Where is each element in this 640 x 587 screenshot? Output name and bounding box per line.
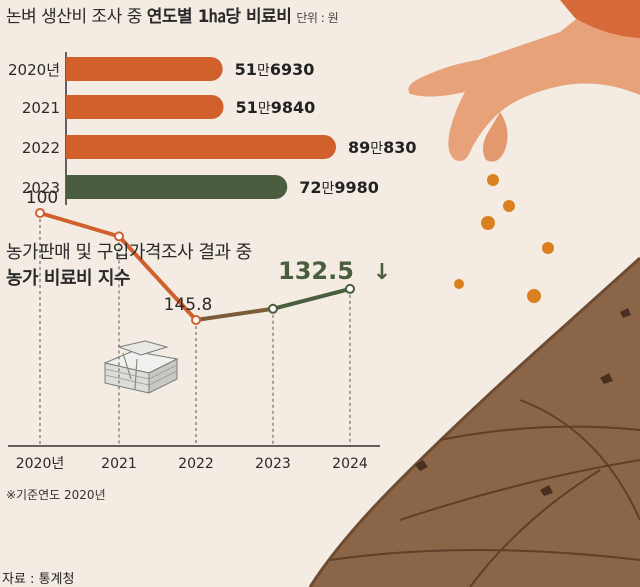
bar-value-part: 9980 bbox=[334, 178, 379, 197]
bar-value-label: 51만6930 bbox=[235, 60, 315, 79]
bar-value-part: 9840 bbox=[271, 98, 316, 117]
point-value-label: 100 bbox=[26, 188, 58, 208]
bar-value-label: 51만9840 bbox=[236, 98, 316, 117]
line-segment bbox=[271, 286, 352, 311]
line-segment bbox=[194, 306, 275, 322]
point-value-label: 145.8 bbox=[164, 295, 213, 315]
footnote: ※기준연도 2020년 bbox=[6, 488, 106, 502]
bar-value-part: 만 bbox=[322, 181, 335, 197]
title-bold: 연도별 1㏊당 비료비 bbox=[146, 7, 292, 27]
line-segment bbox=[117, 234, 198, 322]
bar-value-label: 89만830 bbox=[348, 138, 417, 157]
data-point bbox=[345, 283, 355, 294]
bar-value-part: 51 bbox=[236, 98, 258, 117]
bar-value-part: 만 bbox=[257, 63, 270, 79]
data-point bbox=[114, 231, 124, 242]
data-point bbox=[268, 303, 278, 314]
source-note: 자료 : 통계청 bbox=[2, 572, 75, 587]
fertilizer-granules bbox=[454, 174, 554, 303]
x-tick-label: 2020년 bbox=[16, 456, 65, 472]
bar-category-label: 2020년 bbox=[8, 61, 60, 79]
soil-illustration bbox=[308, 256, 640, 587]
data-point bbox=[191, 315, 201, 325]
bar-value-part: 만 bbox=[258, 101, 271, 117]
hand-illustration bbox=[408, 0, 640, 162]
bar-value-label: 72만9980 bbox=[299, 178, 379, 197]
bar-value-part: 6930 bbox=[270, 60, 315, 79]
x-tick-label: 2022 bbox=[178, 456, 214, 472]
down-arrow-icon: ↓ bbox=[373, 260, 391, 285]
bar-value-part: 89 bbox=[348, 138, 370, 157]
bar bbox=[66, 175, 288, 199]
bar bbox=[66, 57, 223, 81]
bar-category-label: 2023 bbox=[22, 179, 60, 197]
bar-category-label: 2021 bbox=[22, 99, 60, 117]
page-title: 논벼 생산비 조사 중 연도별 1㏊당 비료비 단위 : 원 bbox=[6, 2, 339, 27]
section-title: 농가 비료비 지수 bbox=[6, 268, 130, 289]
x-tick-label: 2023 bbox=[255, 456, 291, 472]
x-tick-label: 2024 bbox=[332, 456, 368, 472]
line-segment bbox=[38, 211, 121, 239]
line-chart: 2020년 2021 2022 2023 2024 100 145.8 132.5 ↓ bbox=[8, 188, 391, 472]
highlight-value-label: 132.5 bbox=[278, 257, 354, 285]
bar-value-part: 72 bbox=[299, 178, 321, 197]
bar-value-part: 830 bbox=[383, 138, 416, 157]
money-bundle-icon bbox=[103, 340, 179, 394]
bar bbox=[66, 95, 224, 119]
title-prefix: 논벼 생산비 조사 중 bbox=[6, 7, 147, 27]
x-tick-label: 2021 bbox=[101, 456, 137, 472]
bar-value-part: 만 bbox=[370, 141, 383, 157]
bar-category-label: 2022 bbox=[22, 139, 60, 157]
unit-label: 단위 : 원 bbox=[296, 11, 339, 25]
bar bbox=[66, 135, 336, 159]
data-point bbox=[35, 208, 45, 218]
bar-value-part: 51 bbox=[235, 60, 257, 79]
section-subtitle: 농가판매 및 구입가격조사 결과 중 bbox=[6, 242, 252, 263]
